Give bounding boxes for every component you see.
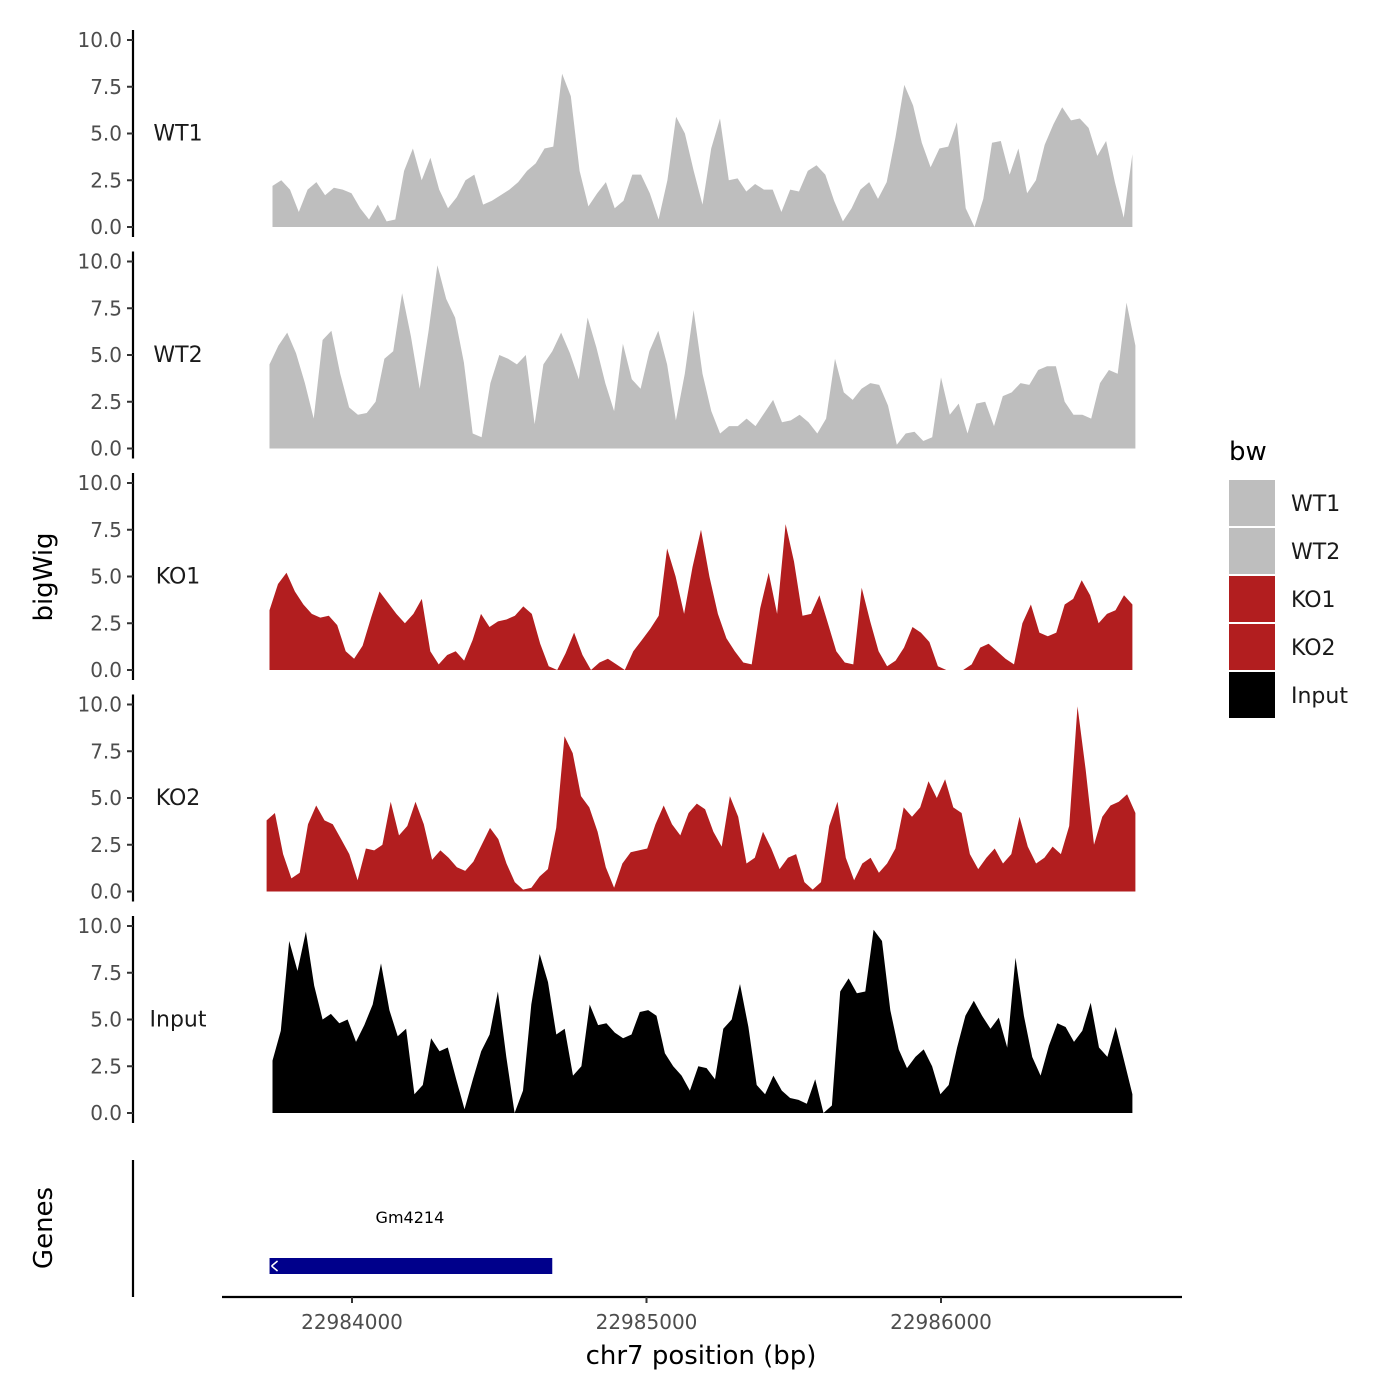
- y-tick-label: 0.0: [90, 437, 122, 461]
- y-tick-label: 0.0: [90, 215, 122, 239]
- gene-gm4214-body: [270, 1258, 553, 1274]
- x-tick-label: 22985000: [596, 1310, 698, 1334]
- y-tick-label: 2.5: [90, 611, 122, 635]
- x-axis-label: chr7 position (bp): [586, 1341, 817, 1371]
- panel-label-input: Input: [150, 1008, 207, 1033]
- panel-label-ko1: KO1: [156, 565, 201, 590]
- genes-track: Genes Gm4214: [29, 1160, 552, 1297]
- y-tick-label: 7.5: [90, 961, 122, 985]
- y-tick-label: 2.5: [90, 1054, 122, 1078]
- y-tick-label: 5.0: [90, 565, 122, 589]
- area-wt2: [270, 265, 1136, 448]
- y-tick-label: 0.0: [90, 658, 122, 682]
- x-tick-label: 22986000: [890, 1310, 992, 1334]
- area-wt1: [273, 74, 1133, 227]
- legend-swatch-wt1: [1229, 480, 1275, 526]
- area-ko2: [267, 706, 1136, 891]
- y-tick-label: 5.0: [90, 786, 122, 810]
- y-tick-label: 7.5: [90, 739, 122, 763]
- gene-label-gm4214: Gm4214: [376, 1208, 445, 1227]
- genes-track-label: Genes: [29, 1187, 59, 1269]
- legend-label-ko1: KO1: [1291, 588, 1336, 613]
- y-tick-label: 5.0: [90, 1008, 122, 1032]
- legend-title: bw: [1229, 437, 1267, 467]
- legend: bw WT1 WT2 KO1 KO2 Input: [1229, 437, 1348, 718]
- y-tick-label: 10.0: [77, 471, 122, 495]
- area-ko1: [270, 524, 1133, 670]
- y-tick-label: 7.5: [90, 75, 122, 99]
- y-tick-label: 2.5: [90, 390, 122, 414]
- y-axis-label: bigWig: [29, 532, 59, 621]
- legend-label-wt2: WT2: [1291, 540, 1340, 565]
- y-tick-label: 10.0: [77, 693, 122, 717]
- y-tick-label: 2.5: [90, 833, 122, 857]
- panel-label-ko2: KO2: [156, 786, 201, 811]
- panel-input: 0.0 2.5 5.0 7.5 10.0 Input: [77, 914, 1132, 1125]
- y-tick-label: 10.0: [77, 28, 122, 52]
- y-tick-label: 0.0: [90, 1101, 122, 1125]
- y-tick-label: 10.0: [77, 250, 122, 274]
- y-tick-label: 7.5: [90, 518, 122, 542]
- bigwig-panels: 0.02.55.07.510.0WT10.02.55.07.510.0WT20.…: [77, 28, 1135, 1125]
- panel-wt2: 0.0 2.5 5.0 7.5 10.0 WT2: [77, 250, 1135, 461]
- area-input: [273, 930, 1133, 1113]
- x-tick-label: 22984000: [301, 1310, 403, 1334]
- panel-ko1: 0.0 2.5 5.0 7.5 10.0 KO1: [77, 471, 1132, 682]
- y-tick-label: 0.0: [90, 880, 122, 904]
- y-tick-label: 10.0: [77, 914, 122, 938]
- y-tick-label: 2.5: [90, 168, 122, 192]
- legend-label-wt1: WT1: [1291, 492, 1340, 517]
- panel-wt1: 0.0 2.5 5.0 7.5 10.0 WT1: [77, 28, 1132, 239]
- legend-label-ko2: KO2: [1291, 636, 1336, 661]
- legend-swatch-wt2: [1229, 528, 1275, 574]
- y-tick-label: 5.0: [90, 343, 122, 367]
- legend-swatch-ko2: [1229, 624, 1275, 670]
- legend-label-input: Input: [1291, 684, 1348, 709]
- panel-label-wt1: WT1: [153, 122, 202, 147]
- y-tick-label: 7.5: [90, 296, 122, 320]
- panel-ko2: 0.0 2.5 5.0 7.5 10.0 KO2: [77, 693, 1135, 904]
- y-tick-label: 5.0: [90, 122, 122, 146]
- x-axis: 22984000 22985000 22986000: [222, 1297, 1182, 1334]
- legend-swatch-input: [1229, 672, 1275, 718]
- legend-swatch-ko1: [1229, 576, 1275, 622]
- panel-label-wt2: WT2: [153, 343, 202, 368]
- genome-track-chart: 0.02.55.07.510.0WT10.02.55.07.510.0WT20.…: [0, 0, 1400, 1400]
